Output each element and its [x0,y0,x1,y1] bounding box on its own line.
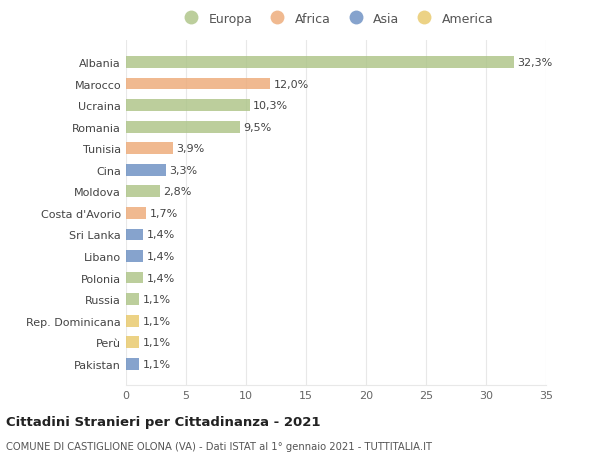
Bar [126,294,139,305]
Text: 12,0%: 12,0% [274,79,309,90]
Text: 1,4%: 1,4% [146,273,175,283]
Text: 32,3%: 32,3% [517,58,553,68]
Bar [126,164,166,176]
Bar [126,207,146,219]
Bar [126,336,139,348]
Bar [126,358,139,370]
Text: 1,1%: 1,1% [143,316,171,326]
Text: 1,7%: 1,7% [150,208,178,218]
Text: 3,9%: 3,9% [176,144,205,154]
Bar [126,186,160,198]
Text: Cittadini Stranieri per Cittadinanza - 2021: Cittadini Stranieri per Cittadinanza - 2… [6,415,320,428]
Bar [126,315,139,327]
Bar [126,122,240,133]
Text: 1,1%: 1,1% [143,295,171,304]
Bar [126,251,143,263]
Bar [126,229,143,241]
Text: 3,3%: 3,3% [169,165,197,175]
Text: 2,8%: 2,8% [163,187,191,197]
Text: 1,4%: 1,4% [146,230,175,240]
Text: 1,1%: 1,1% [143,359,171,369]
Legend: Europa, Africa, Asia, America: Europa, Africa, Asia, America [176,10,496,28]
Bar [126,143,173,155]
Text: 10,3%: 10,3% [253,101,289,111]
Text: 1,1%: 1,1% [143,337,171,347]
Bar [126,272,143,284]
Bar [126,78,270,90]
Bar [126,57,514,69]
Bar [126,100,250,112]
Text: 9,5%: 9,5% [244,123,272,132]
Text: COMUNE DI CASTIGLIONE OLONA (VA) - Dati ISTAT al 1° gennaio 2021 - TUTTITALIA.IT: COMUNE DI CASTIGLIONE OLONA (VA) - Dati … [6,441,432,451]
Text: 1,4%: 1,4% [146,252,175,262]
